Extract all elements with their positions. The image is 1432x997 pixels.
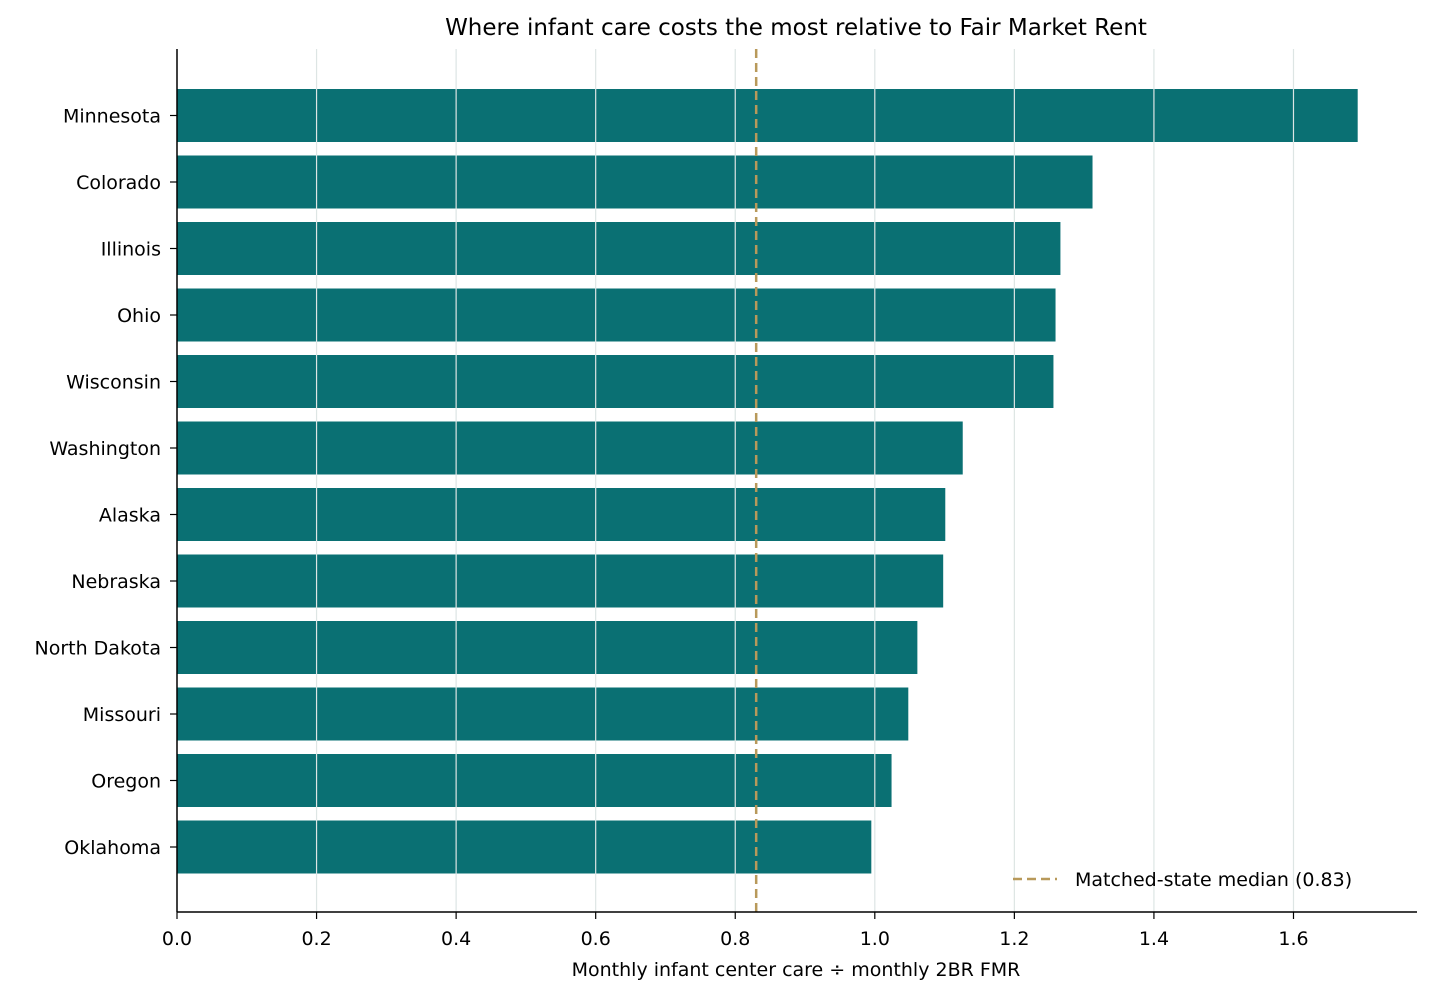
x-axis-label: Monthly infant center care ÷ monthly 2BR… xyxy=(572,959,1021,981)
x-tick-label: 0.2 xyxy=(301,928,331,950)
bar-minnesota xyxy=(177,89,1358,142)
x-tick-label: 1.2 xyxy=(999,928,1029,950)
x-tick-label: 1.6 xyxy=(1278,928,1308,950)
bars xyxy=(177,89,1358,874)
bar-north-dakota xyxy=(177,621,918,674)
bar-alaska xyxy=(177,488,946,541)
bar-oregon xyxy=(177,754,892,807)
bar-colorado xyxy=(177,155,1093,209)
gridlines-overlay xyxy=(315,49,1295,912)
x-tick-label: 0.4 xyxy=(441,928,471,950)
y-tick-label: Nebraska xyxy=(71,571,161,593)
x-tick-label: 0.8 xyxy=(720,928,750,950)
x-tick-label: 1.4 xyxy=(1139,928,1169,950)
axes xyxy=(176,49,1417,913)
x-tick-label: 0.6 xyxy=(581,928,611,950)
bar-nebraska xyxy=(177,554,944,608)
y-ticks: Minnesota Colorado Illinois Ohio Wisconsin Wa… xyxy=(35,106,177,859)
y-tick-label: Minnesota xyxy=(63,106,161,128)
y-tick-label: Washington xyxy=(49,438,161,460)
bar-ohio xyxy=(177,288,1056,342)
bar-oklahoma xyxy=(177,820,872,874)
y-tick-label: North Dakota xyxy=(35,638,162,660)
bar-wisconsin xyxy=(177,355,1054,408)
y-tick-label: Missouri xyxy=(83,704,161,726)
y-tick-label: Illinois xyxy=(101,239,161,261)
y-tick-label: Alaska xyxy=(99,505,161,527)
x-tick-label: 1.0 xyxy=(860,928,890,950)
chart-title: Where infant care costs the most relativ… xyxy=(445,15,1147,41)
y-tick-label: Ohio xyxy=(117,305,161,327)
y-tick-label: Oregon xyxy=(91,771,161,793)
y-tick-label: Wisconsin xyxy=(66,372,161,394)
bar-missouri xyxy=(177,687,909,741)
bar-washington xyxy=(177,421,963,475)
y-tick-label: Colorado xyxy=(76,172,161,194)
y-tick-label: Oklahoma xyxy=(64,837,161,859)
legend: Matched-state median (0.83) xyxy=(1013,869,1352,891)
x-ticks: 0.0 0.2 0.4 0.6 0.8 1.0 1.2 1.4 1.6 xyxy=(162,912,1309,950)
legend-label-median: Matched-state median (0.83) xyxy=(1075,869,1352,891)
bar-illinois xyxy=(177,222,1061,275)
x-tick-label: 0.0 xyxy=(162,928,192,950)
